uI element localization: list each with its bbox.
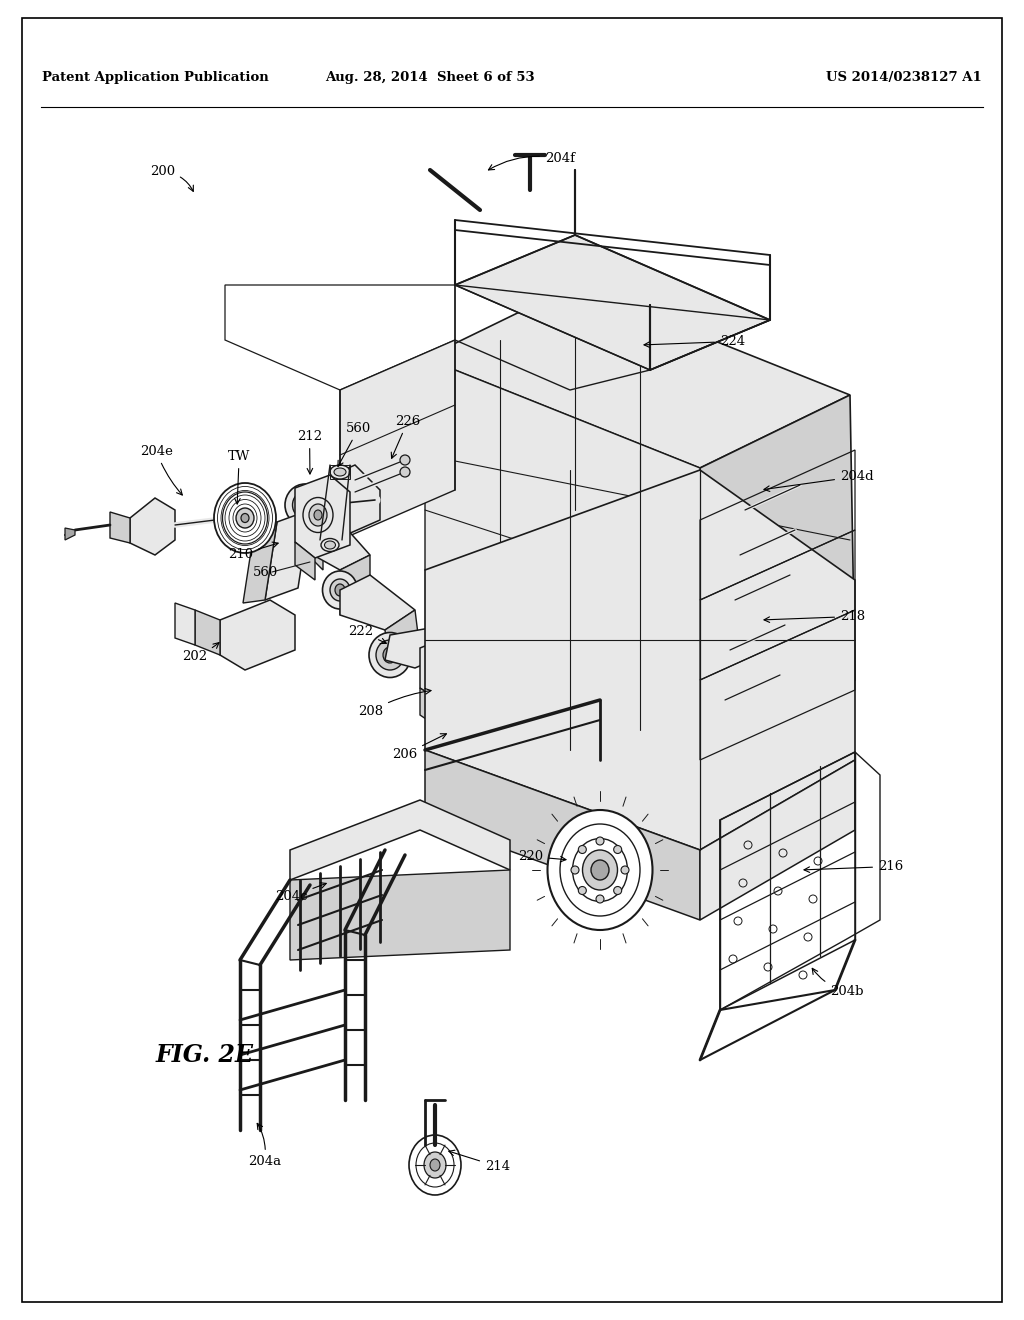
Ellipse shape (330, 465, 350, 479)
Ellipse shape (583, 850, 617, 890)
Text: 214: 214 (449, 1150, 510, 1173)
Text: 560: 560 (338, 422, 372, 466)
Text: US 2014/0238127 A1: US 2014/0238127 A1 (826, 71, 982, 84)
Ellipse shape (430, 1159, 440, 1171)
Ellipse shape (383, 647, 397, 663)
Polygon shape (420, 688, 450, 735)
Ellipse shape (511, 635, 529, 655)
Polygon shape (243, 521, 278, 603)
Polygon shape (265, 510, 310, 601)
Polygon shape (425, 470, 855, 850)
Text: 222: 222 (348, 624, 386, 644)
Ellipse shape (441, 645, 469, 678)
Ellipse shape (376, 640, 404, 671)
Polygon shape (340, 341, 455, 540)
Text: 226: 226 (391, 414, 420, 458)
Polygon shape (700, 760, 855, 920)
Ellipse shape (285, 484, 325, 525)
Ellipse shape (409, 1135, 461, 1195)
Ellipse shape (330, 579, 350, 601)
Circle shape (400, 455, 410, 465)
Text: 202: 202 (182, 643, 219, 663)
Ellipse shape (314, 510, 322, 520)
Polygon shape (340, 554, 370, 615)
Ellipse shape (309, 504, 327, 525)
Text: FIG. 2E: FIG. 2E (156, 1043, 254, 1067)
Polygon shape (195, 610, 220, 655)
Text: 204c: 204c (275, 883, 327, 903)
Polygon shape (220, 601, 295, 671)
Polygon shape (290, 870, 510, 960)
Circle shape (571, 866, 579, 874)
Ellipse shape (323, 572, 357, 609)
Circle shape (596, 895, 604, 903)
Polygon shape (290, 800, 510, 880)
Polygon shape (65, 528, 75, 540)
Text: 216: 216 (804, 861, 903, 873)
Polygon shape (175, 603, 195, 645)
Text: 212: 212 (297, 430, 323, 474)
Text: Aug. 28, 2014  Sheet 6 of 53: Aug. 28, 2014 Sheet 6 of 53 (326, 71, 535, 84)
Ellipse shape (424, 1152, 446, 1177)
Ellipse shape (321, 539, 339, 552)
Text: 206: 206 (392, 734, 446, 762)
Circle shape (596, 837, 604, 845)
Ellipse shape (325, 541, 336, 549)
Polygon shape (420, 632, 490, 708)
Ellipse shape (293, 491, 317, 519)
Text: 204f: 204f (488, 152, 575, 170)
Text: 204d: 204d (764, 470, 873, 491)
Circle shape (613, 887, 622, 895)
Polygon shape (385, 628, 445, 668)
Text: 200: 200 (150, 165, 194, 191)
Polygon shape (450, 692, 490, 735)
Ellipse shape (591, 861, 609, 880)
Polygon shape (425, 358, 700, 752)
Circle shape (400, 467, 410, 477)
Polygon shape (110, 512, 130, 543)
Text: 204b: 204b (812, 969, 863, 998)
Text: Patent Application Publication: Patent Application Publication (42, 71, 268, 84)
Text: 210: 210 (228, 543, 279, 561)
Polygon shape (298, 465, 380, 545)
Ellipse shape (241, 513, 249, 523)
Polygon shape (455, 235, 770, 370)
Ellipse shape (236, 508, 254, 528)
Ellipse shape (435, 639, 475, 685)
Polygon shape (425, 285, 850, 469)
Ellipse shape (369, 632, 411, 677)
Circle shape (613, 846, 622, 854)
Ellipse shape (548, 810, 652, 931)
Ellipse shape (572, 838, 628, 902)
Polygon shape (130, 498, 175, 554)
Text: 224: 224 (644, 335, 745, 348)
Circle shape (579, 846, 587, 854)
Ellipse shape (447, 653, 463, 671)
Polygon shape (700, 395, 855, 752)
Text: 220: 220 (518, 850, 566, 863)
Polygon shape (298, 520, 323, 570)
Polygon shape (295, 510, 370, 570)
Polygon shape (340, 576, 415, 630)
Ellipse shape (214, 483, 276, 553)
Circle shape (621, 866, 629, 874)
Polygon shape (295, 475, 350, 558)
Text: 208: 208 (358, 689, 431, 718)
Ellipse shape (335, 583, 345, 597)
Polygon shape (295, 543, 315, 579)
Ellipse shape (303, 498, 333, 532)
Text: 218: 218 (764, 610, 865, 623)
Text: 204e: 204e (140, 445, 182, 495)
Text: TW: TW (228, 450, 251, 504)
Text: 560: 560 (252, 565, 278, 578)
Ellipse shape (334, 469, 346, 477)
Text: 204a: 204a (248, 1123, 282, 1168)
Ellipse shape (299, 498, 311, 512)
Polygon shape (385, 610, 420, 671)
Polygon shape (425, 750, 700, 920)
Circle shape (579, 887, 587, 895)
